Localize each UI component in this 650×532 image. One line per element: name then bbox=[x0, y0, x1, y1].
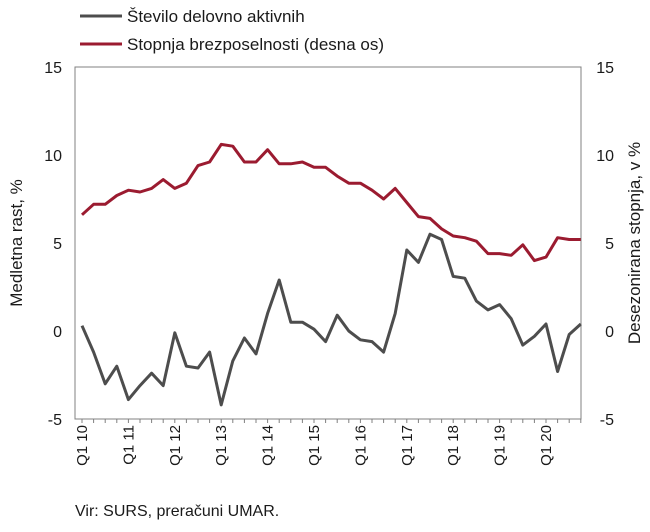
right-ytick-10: 10 bbox=[596, 148, 614, 165]
left-ytick-0: 0 bbox=[53, 324, 62, 341]
legend: Število delovno aktivnih Stopnja brezpos… bbox=[80, 7, 384, 54]
x-tick-label: Q1 16 bbox=[352, 425, 369, 466]
left-ytick-minus5: -5 bbox=[48, 412, 62, 429]
x-tick-label: Q1 12 bbox=[167, 425, 184, 466]
series-line-employment bbox=[80, 232, 582, 407]
x-tick-label: Q1 11 bbox=[120, 425, 137, 465]
right-axis-label: Desezonirana stopnja, v % bbox=[625, 142, 644, 344]
right-ytick-0: 0 bbox=[605, 324, 614, 341]
right-ytick-minus5: -5 bbox=[600, 412, 614, 429]
x-tick-label: Q1 14 bbox=[260, 425, 277, 466]
source-note: Vir: SURS, preračuni UMAR. bbox=[75, 503, 280, 520]
right-ytick-15: 15 bbox=[596, 60, 614, 77]
x-tick-label: Q1 15 bbox=[306, 425, 323, 466]
right-y-ticks: 15 10 5 0 -5 bbox=[596, 60, 614, 429]
left-y-ticks: 15 10 5 0 -5 bbox=[44, 60, 62, 429]
x-tick-label: Q1 19 bbox=[492, 425, 509, 466]
left-ytick-15: 15 bbox=[44, 60, 62, 77]
x-tick-label: Q1 17 bbox=[399, 425, 416, 466]
x-axis-ticks: Q1 10 Q1 11 Q1 12 Q1 13 Q1 14 Q1 15 Q1 16 Q1 17… bbox=[74, 419, 582, 466]
left-ytick-10: 10 bbox=[44, 148, 62, 165]
plot-frame bbox=[74, 66, 582, 420]
legend-label-unemployment: Stopnja brezposelnosti (desna os) bbox=[127, 35, 384, 54]
x-tick-label: Q1 10 bbox=[74, 425, 91, 466]
x-tick-label: Q1 20 bbox=[538, 425, 555, 466]
x-tick-label: Q1 18 bbox=[445, 425, 462, 466]
left-ytick-5: 5 bbox=[53, 236, 62, 253]
series-line-unemployment bbox=[80, 142, 581, 263]
series-layer bbox=[80, 142, 582, 407]
legend-label-employment: Število delovno aktivnih bbox=[127, 7, 305, 26]
left-axis-label: Medletna rast, % bbox=[7, 179, 26, 307]
x-tick-label: Q1 13 bbox=[213, 425, 230, 466]
right-ytick-5: 5 bbox=[605, 236, 614, 253]
